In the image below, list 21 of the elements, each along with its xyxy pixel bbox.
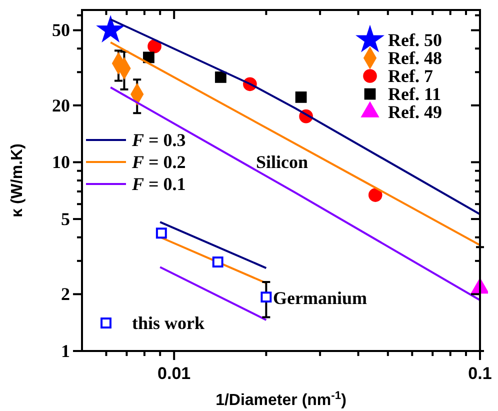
- legend-label: F = 0.3: [131, 130, 186, 150]
- y-tick-label: 50: [52, 20, 70, 40]
- x-tick-label: 0.1: [468, 364, 492, 383]
- annotation: Germanium: [273, 288, 367, 308]
- y-tick-label: 1: [61, 341, 70, 361]
- x-axis-title: 1/Diameter (nm$^{-1}$): [216, 390, 346, 409]
- legend-label: Ref. 50: [388, 30, 442, 50]
- legend-label: Ref. 49: [388, 102, 442, 122]
- y-tick-label: 2: [61, 284, 70, 304]
- legend-label: Ref. 48: [388, 48, 442, 68]
- legend-label: this work: [132, 313, 205, 333]
- y-tick-label: 10: [52, 152, 70, 172]
- y-tick-label: 5: [61, 209, 70, 230]
- legend-label: Ref. 7: [388, 66, 433, 86]
- legend-label: F = 0.2: [131, 152, 186, 172]
- annotation: Silicon: [256, 152, 308, 172]
- legend-label: Ref. 11: [388, 84, 441, 104]
- y-tick-label: 20: [52, 95, 70, 116]
- x-tick-label: 0.01: [158, 364, 191, 383]
- legend-label: F = 0.1: [131, 174, 186, 194]
- y-axis-title: κ (W/m.K): [9, 144, 26, 218]
